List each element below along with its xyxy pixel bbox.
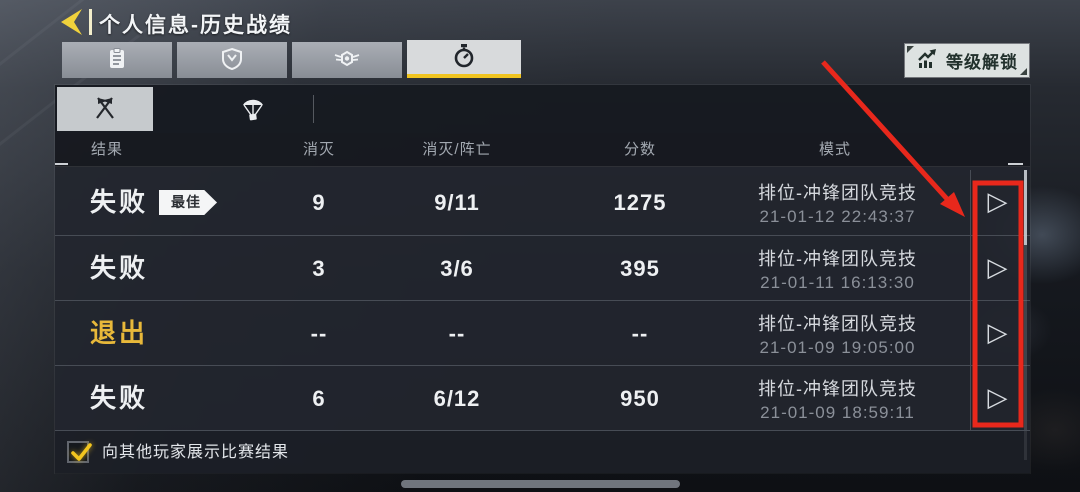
match-row-1[interactable]: 失败 最佳 9 9/11 1275 排位-冲锋团队竞技 21-01-12 22:…	[55, 170, 1030, 235]
match-timestamp: 21-01-09 18:59:11	[760, 402, 915, 422]
mode-cell: 排位-冲锋团队竞技 21-01-12 22:43:37	[735, 170, 940, 235]
corner-notch	[1020, 68, 1027, 75]
match-history-panel: 结果 消灭 消灭/阵亡 分数 模式 失败 最佳 9 9/11 1275 排位-冲…	[55, 85, 1030, 474]
column-header-mode: 模式	[818, 141, 851, 158]
match-result: 失败	[90, 187, 149, 217]
replay-button[interactable]: ▷	[971, 301, 1024, 366]
match-timestamp: 21-01-11 16:13:30	[760, 272, 915, 292]
kd-value: 6/12	[433, 386, 481, 411]
edge-dash	[55, 163, 68, 165]
play-triangle-icon: ▷	[987, 318, 1008, 348]
scrollbar-track[interactable]	[1024, 170, 1027, 460]
score-value: 1275	[613, 190, 667, 215]
column-divider	[970, 301, 971, 366]
column-divider	[970, 366, 971, 431]
subtab-multiplayer[interactable]	[57, 87, 153, 131]
clipboard-icon	[105, 47, 129, 74]
mode-name: 排位-冲锋团队竞技	[758, 182, 917, 203]
tab-medals[interactable]	[177, 42, 287, 78]
mode-name: 排位-冲锋团队竞技	[758, 378, 917, 399]
mode-subtab-bar	[55, 85, 1030, 133]
table-header: 结果 消灭 消灭/阵亡 分数 模式	[55, 133, 1030, 167]
scrollbar-thumb[interactable]	[1024, 170, 1027, 245]
kills-value: 6	[312, 386, 326, 411]
tab-emblem[interactable]	[292, 42, 402, 78]
mode-cell: 排位-冲锋团队竞技 21-01-09 19:05:00	[735, 301, 940, 366]
mode-cell: 排位-冲锋团队竞技 21-01-11 16:13:30	[735, 236, 940, 301]
score-value: --	[631, 321, 649, 346]
score-value: 950	[620, 386, 660, 411]
column-divider	[970, 236, 971, 301]
match-row-3[interactable]: 退出 -- -- -- 排位-冲锋团队竞技 21-01-09 19:05:00 …	[55, 300, 1030, 366]
column-header-kills: 消灭	[302, 141, 335, 158]
page-title: 个人信息-历史战绩	[99, 14, 292, 37]
edge-dash	[1008, 163, 1023, 165]
stopwatch-icon	[451, 43, 477, 72]
panel-footer: 向其他玩家展示比赛结果	[55, 430, 1030, 474]
kills-value: 3	[312, 256, 326, 281]
show-results-label: 向其他玩家展示比赛结果	[102, 444, 290, 461]
tab-report[interactable]	[62, 42, 172, 78]
kd-value: --	[448, 321, 466, 346]
show-results-checkbox[interactable]	[67, 441, 92, 463]
mode-name: 排位-冲锋团队竞技	[758, 248, 917, 269]
match-timestamp: 21-01-12 22:43:37	[759, 206, 916, 226]
kd-value: 9/11	[434, 190, 480, 215]
level-chart-icon	[916, 48, 938, 73]
parachute-icon	[238, 93, 268, 126]
mode-name: 排位-冲锋团队竞技	[758, 313, 917, 334]
back-chevron-icon	[54, 9, 88, 41]
play-triangle-icon: ▷	[987, 253, 1008, 283]
score-value: 395	[620, 256, 660, 281]
winged-emblem-icon	[333, 47, 361, 74]
corner-notch	[907, 46, 914, 53]
match-row-4[interactable]: 失败 6 6/12 950 排位-冲锋团队竞技 21-01-09 18:59:1…	[55, 365, 1030, 431]
match-rows: 失败 最佳 9 9/11 1275 排位-冲锋团队竞技 21-01-12 22:…	[55, 170, 1030, 431]
play-triangle-icon: ▷	[987, 383, 1008, 413]
crossed-flags-icon	[90, 94, 120, 125]
title-divider	[89, 9, 92, 35]
level-unlock-label: 等级解锁	[946, 53, 1018, 72]
column-header-result: 结果	[91, 141, 124, 158]
subtab-divider	[313, 95, 314, 123]
column-header-kd: 消灭/阵亡	[422, 141, 492, 158]
home-indicator	[401, 480, 680, 488]
match-timestamp: 21-01-09 19:05:00	[759, 337, 916, 357]
subtab-battle-royale[interactable]	[205, 87, 301, 131]
match-result: 退出	[90, 318, 149, 348]
column-header-score: 分数	[623, 141, 656, 158]
replay-button[interactable]: ▷	[971, 236, 1024, 301]
match-result: 失败	[90, 383, 149, 413]
tab-history[interactable]	[407, 40, 521, 78]
column-divider	[970, 170, 971, 235]
kd-value: 3/6	[440, 256, 474, 281]
shield-medal-icon	[220, 47, 244, 74]
replay-button[interactable]: ▷	[971, 366, 1024, 431]
match-row-2[interactable]: 失败 3 3/6 395 排位-冲锋团队竞技 21-01-11 16:13:30…	[55, 235, 1030, 301]
kills-value: 9	[312, 190, 326, 215]
mode-cell: 排位-冲锋团队竞技 21-01-09 18:59:11	[735, 366, 940, 431]
best-badge: 最佳	[159, 190, 217, 215]
match-result: 失败	[90, 253, 149, 283]
level-unlock-button[interactable]: 等级解锁	[905, 44, 1029, 77]
checkmark-icon	[71, 443, 92, 461]
play-triangle-icon: ▷	[987, 187, 1008, 217]
replay-button[interactable]: ▷	[971, 170, 1024, 235]
back-button[interactable]	[54, 6, 88, 38]
kills-value: --	[310, 321, 328, 346]
